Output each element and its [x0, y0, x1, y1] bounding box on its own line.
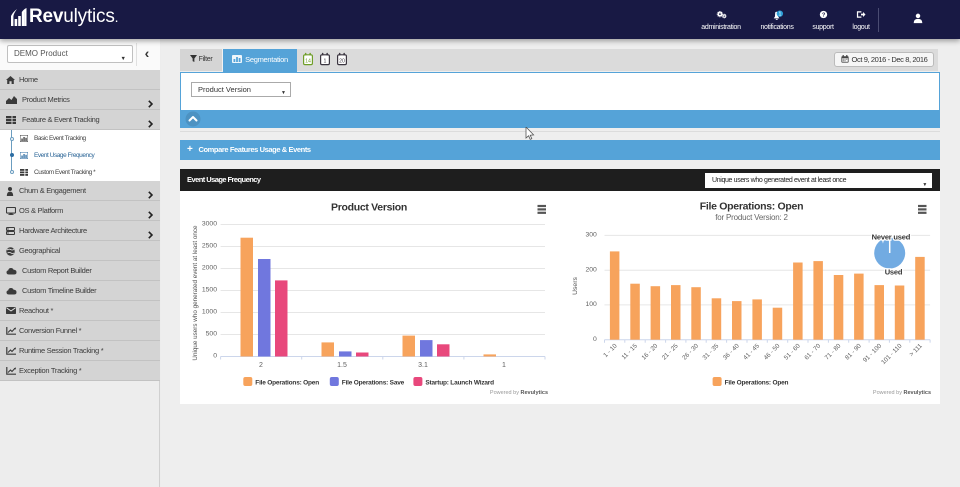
svg-text:Users: Users	[572, 277, 579, 295]
svg-text:Unique users who generated eve: Unique users who generated event at leas…	[192, 225, 199, 361]
svg-text:46 - 50: 46 - 50	[763, 342, 782, 361]
svg-text:File Operations: Open: File Operations: Open	[725, 380, 789, 387]
svg-text:71 - 80: 71 - 80	[824, 342, 843, 361]
svg-text:101 - 110: 101 - 110	[880, 342, 904, 366]
svg-text:?: ?	[821, 13, 825, 19]
svg-text:1: 1	[324, 58, 327, 64]
svg-text:11 - 15: 11 - 15	[620, 342, 639, 361]
svg-text:61 - 70: 61 - 70	[803, 342, 822, 361]
svg-text:Startup: Launch Wizard: Startup: Launch Wizard	[425, 380, 494, 387]
svg-text:41 - 45: 41 - 45	[742, 342, 761, 361]
svg-text:3.1: 3.1	[418, 362, 428, 369]
svg-text:Powered by Revulytics: Powered by Revulytics	[873, 390, 931, 396]
svg-text:20: 20	[339, 58, 345, 64]
svg-text:3000: 3000	[202, 221, 217, 228]
svg-text:81 - 90: 81 - 90	[844, 342, 863, 361]
svg-text:100: 100	[585, 301, 597, 308]
svg-text:31 - 35: 31 - 35	[701, 342, 720, 361]
svg-text:> 111: > 111	[908, 342, 924, 358]
svg-text:21 - 25: 21 - 25	[661, 342, 680, 361]
svg-text:File Operations: Open: File Operations: Open	[700, 201, 803, 213]
svg-text:1000: 1000	[202, 309, 217, 316]
svg-text:1: 1	[502, 362, 506, 369]
svg-text:36 - 40: 36 - 40	[722, 342, 741, 361]
svg-text:14: 14	[305, 58, 311, 64]
svg-text:1.5: 1.5	[337, 362, 347, 369]
svg-text:File Operations: Save: File Operations: Save	[342, 380, 405, 387]
svg-text:1500: 1500	[202, 287, 217, 294]
svg-text:1: 1	[778, 12, 781, 18]
svg-text:Never used: Never used	[872, 233, 911, 242]
svg-text:0: 0	[213, 353, 217, 360]
svg-text:Powered by Revulytics: Powered by Revulytics	[490, 390, 548, 396]
svg-text:2000: 2000	[202, 265, 217, 272]
svg-text:Product Version: Product Version	[331, 202, 407, 214]
svg-text:for Product Version: 2: for Product Version: 2	[715, 213, 788, 222]
svg-text:Used: Used	[885, 267, 903, 276]
svg-text:300: 300	[585, 232, 597, 239]
svg-text:51 - 60: 51 - 60	[783, 342, 802, 361]
svg-text:0: 0	[593, 336, 597, 343]
svg-text:500: 500	[206, 331, 218, 338]
svg-text:File Operations: Open: File Operations: Open	[255, 380, 319, 387]
svg-text:2500: 2500	[202, 243, 217, 250]
svg-text:26 - 30: 26 - 30	[681, 342, 700, 361]
svg-text:2: 2	[259, 362, 263, 369]
svg-text:1 - 10: 1 - 10	[602, 342, 619, 359]
svg-text:200: 200	[585, 266, 597, 273]
svg-text:16 - 20: 16 - 20	[640, 342, 659, 361]
